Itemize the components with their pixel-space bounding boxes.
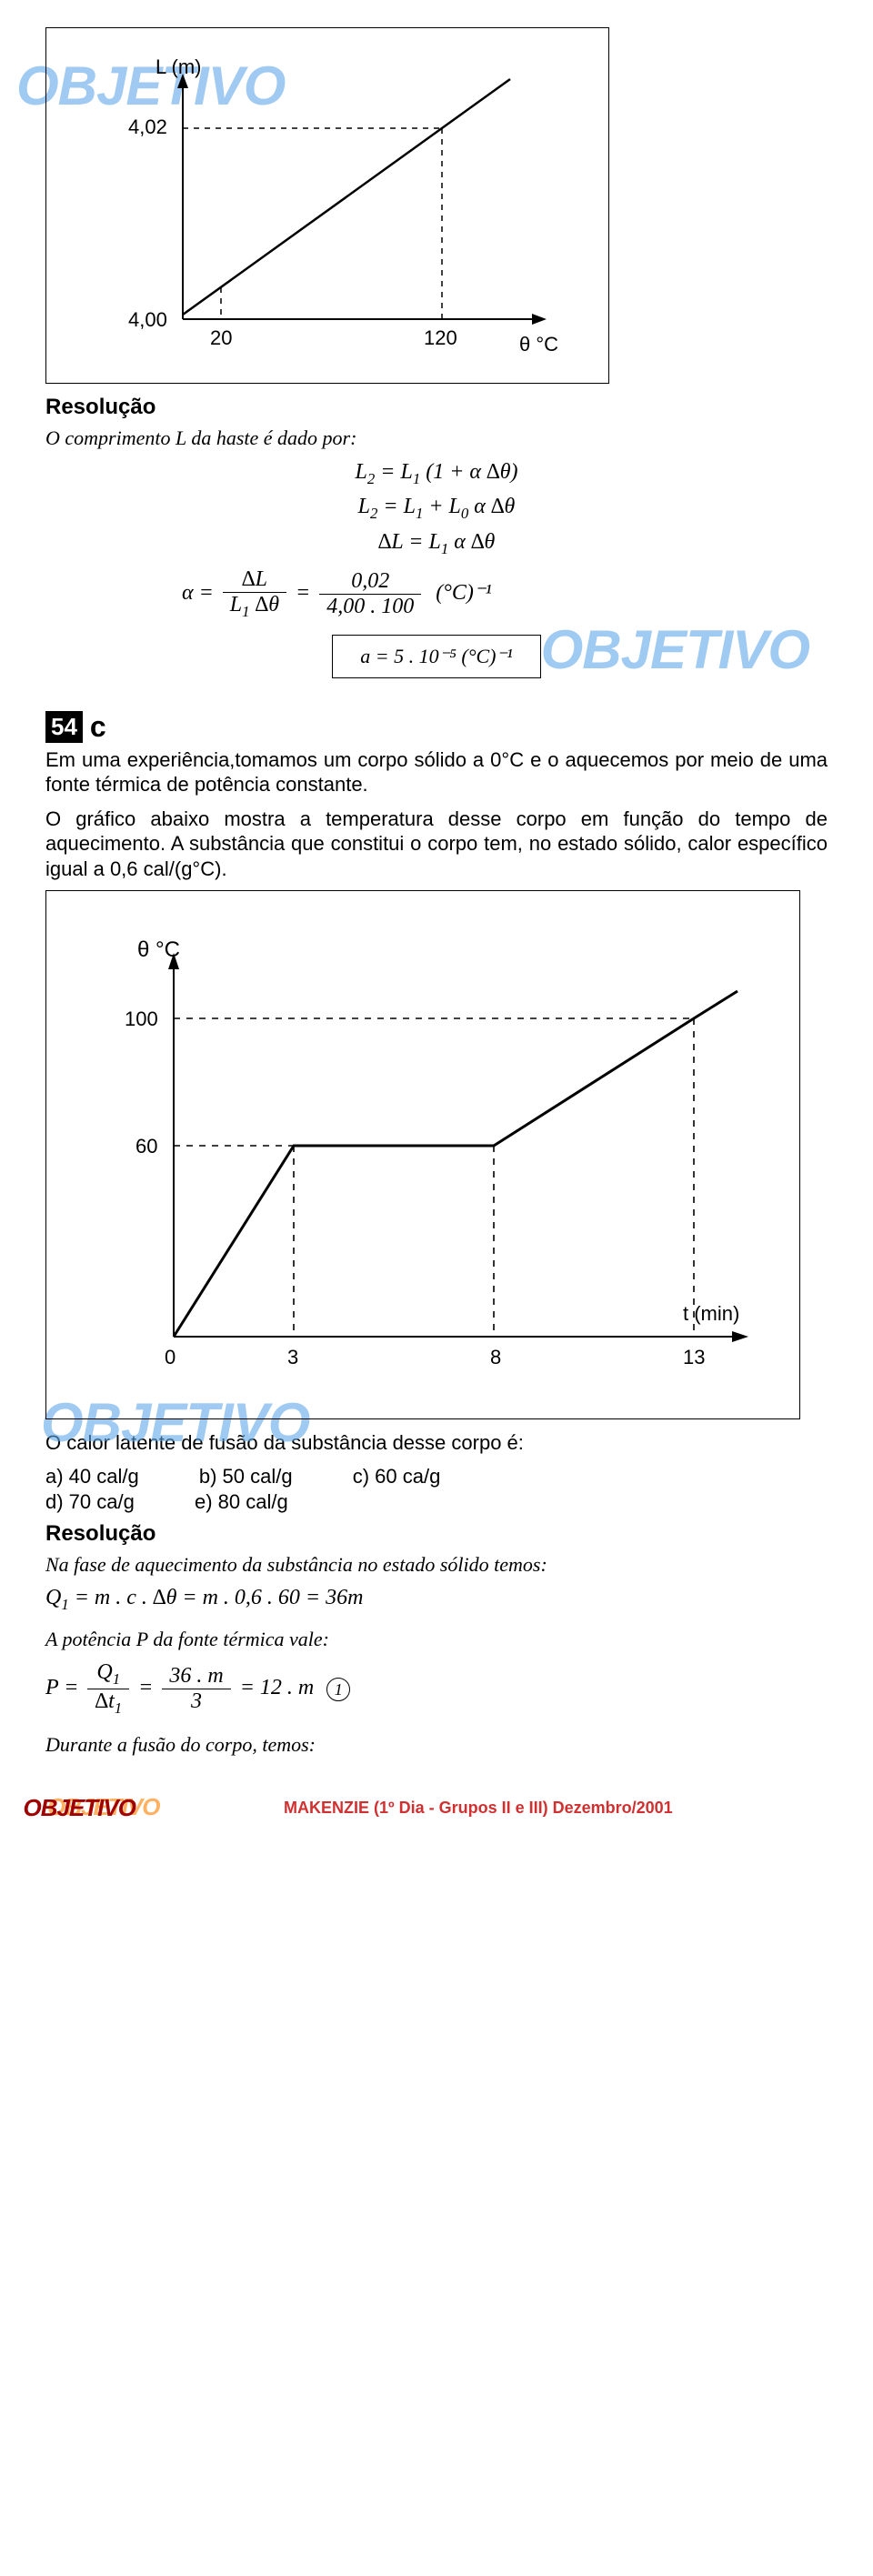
- opt-e: e) 80 cal/g: [195, 1490, 288, 1514]
- q54-number: 54: [45, 711, 83, 743]
- sol1-boxed: a = 5 . 10⁻⁵ (°C)⁻¹: [332, 635, 540, 678]
- alpha-rhs: (°C)⁻¹: [436, 581, 491, 605]
- alpha-lhs: α =: [182, 581, 214, 605]
- sol1-heading: Resolução: [45, 395, 828, 420]
- q54-header: 54 c: [45, 710, 828, 744]
- chart1-xtick-0: 20: [210, 326, 232, 349]
- chart2-ytick1: 60: [135, 1135, 157, 1158]
- opt-a: a) 40 cal/g: [45, 1465, 139, 1488]
- peq-f2d: 3: [162, 1689, 230, 1714]
- alpha-f1-num: ∆L: [223, 567, 286, 593]
- peq-f1n: Q1: [87, 1660, 129, 1689]
- chart1-svg: L (m) θ °C 4,02 4,00 20 120: [65, 46, 574, 365]
- sol2-peq: P = Q1 ∆t1 = 36 . m 3 = 12 . m 1: [45, 1660, 828, 1718]
- sol2-line1: Na fase de aquecimento da substância no …: [45, 1552, 828, 1578]
- peq-lhs: P =: [45, 1676, 78, 1699]
- chart1-ytick-1: 4,00: [128, 308, 167, 331]
- alpha-f2-den: 4,00 . 100: [319, 595, 421, 619]
- chart1-ytick-0: 4,02: [128, 115, 167, 138]
- chart2-xtick2: 8: [490, 1346, 501, 1368]
- peq-e2: = 12 . m: [240, 1676, 315, 1699]
- opt-b: b) 50 cal/g: [199, 1465, 293, 1488]
- opt-c: c) 60 ca/g: [353, 1465, 441, 1488]
- peq-f2n: 36 . m: [162, 1664, 230, 1689]
- chart2-xtick3: 13: [683, 1346, 705, 1368]
- chart1-box: L (m) θ °C 4,02 4,00 20 120: [45, 27, 609, 384]
- footer-text: MAKENZIE (1º Dia - Grupos II e III) Deze…: [284, 1799, 673, 1817]
- chart1-ylabel: L (m): [156, 55, 202, 78]
- alpha-f1-den: L1 ∆θ: [223, 593, 286, 621]
- q54b-row1: a) 40 cal/g b) 50 cal/g c) 60 ca/g: [45, 1465, 828, 1488]
- sol1-intro-text: O comprimento L da haste é dado por:: [45, 426, 356, 449]
- chart2-ylabel: θ °C: [137, 937, 180, 962]
- chart2-box: θ °C t (min) 100 60 0 3 8 13: [45, 890, 800, 1419]
- footer-logo: OBJETIVOOBJETIVO: [45, 1794, 270, 1822]
- alpha-eq: =: [296, 581, 310, 605]
- sol1-eq2: L2 = L1 + L0 α ∆θ: [45, 495, 828, 523]
- sol1-intro: O comprimento L da haste é dado por:: [45, 426, 828, 451]
- chart2-svg: θ °C t (min) 100 60 0 3 8 13: [65, 909, 774, 1400]
- q54b-stem: O calor latente de fusão da substância d…: [45, 1430, 828, 1456]
- q54-text2: O gráfico abaixo mostra a temperatura de…: [45, 807, 828, 882]
- opt-d: d) 70 ca/g: [45, 1490, 135, 1514]
- sol1-alpha: α = ∆L L1 ∆θ = 0,02 4,00 . 100 (°C)⁻¹: [182, 567, 828, 621]
- chart2-ytick0: 100: [125, 1007, 158, 1030]
- peq-f1d: ∆t1: [87, 1689, 129, 1718]
- chart1-xtick-1: 120: [424, 326, 457, 349]
- sol2-line3: Durante a fusão do corpo, temos:: [45, 1732, 828, 1758]
- sol2-heading: Resolução: [45, 1521, 828, 1547]
- q54b-row2: d) 70 ca/g e) 80 cal/g: [45, 1490, 828, 1514]
- sol2-eq1: Q1 = m . c . ∆θ = m . 0,6 . 60 = 36m: [45, 1586, 828, 1614]
- chart2-xtick1: 3: [287, 1346, 298, 1368]
- sol1-eq3: ∆L = L1 α ∆θ: [45, 530, 828, 558]
- footer: OBJETIVOOBJETIVO MAKENZIE (1º Dia - Grup…: [45, 1794, 828, 1822]
- chart1-xlabel: θ °C: [519, 333, 558, 356]
- sol2-line2: A potência P da fonte térmica vale:: [45, 1627, 828, 1652]
- q54-text: Em uma experiência,tomamos um corpo sóli…: [45, 747, 828, 797]
- sol1-eq1: L2 = L1 (1 + α ∆θ): [45, 460, 828, 488]
- peq-circled: 1: [326, 1678, 350, 1701]
- q54-letter: c: [90, 710, 106, 744]
- chart2-xtick0: 0: [165, 1346, 176, 1368]
- peq-e1: =: [138, 1676, 153, 1699]
- alpha-f2-num: 0,02: [319, 569, 421, 595]
- chart2-xlabel: t (min): [683, 1302, 739, 1325]
